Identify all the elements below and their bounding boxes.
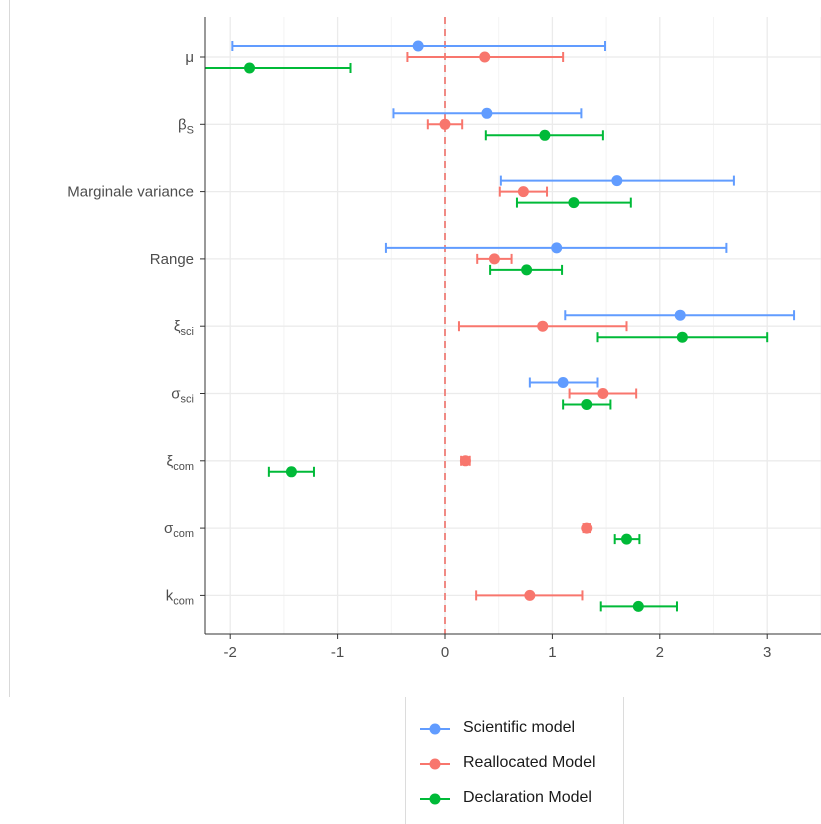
legend-label-reallocated: Reallocated Model <box>463 754 596 771</box>
point-estimate <box>439 118 451 130</box>
point-estimate <box>479 51 491 63</box>
y-tick-label: μ <box>185 49 194 66</box>
point-estimate <box>524 589 536 601</box>
estimate-mark <box>231 40 607 52</box>
x-tick-label: -2 <box>224 644 237 661</box>
point-estimate <box>539 129 551 141</box>
legend-label-scientific: Scientific model <box>463 719 576 736</box>
legend-item-declaration: Declaration Model <box>418 788 618 810</box>
y-tick-label: kcom <box>166 587 194 607</box>
point-estimate <box>581 399 593 410</box>
estimate-mark <box>498 186 549 198</box>
point-estimate <box>459 455 471 467</box>
estimate-mark <box>515 197 632 209</box>
y-tick-label: ξcom <box>167 453 195 473</box>
y-tick-label: σcom <box>164 520 194 540</box>
estimate-mark <box>599 600 678 612</box>
estimate-mark <box>484 129 604 141</box>
estimate-mark <box>459 455 471 467</box>
x-axis-labels: -2 -1 0 1 2 3 <box>224 644 772 661</box>
estimate-mark <box>564 309 796 321</box>
left-border-line <box>9 0 10 697</box>
legend-key-reallocated <box>420 758 450 770</box>
y-tick-label: Marginale variance <box>67 184 194 201</box>
point-estimate <box>581 522 593 534</box>
estimate-mark <box>392 107 583 119</box>
point-estimate <box>632 600 644 612</box>
estimate-mark <box>581 522 593 534</box>
point-estimate <box>568 197 580 209</box>
point-estimate <box>621 533 633 545</box>
estimate-mark <box>426 118 464 130</box>
estimate-mark <box>613 533 641 545</box>
estimate-mark <box>205 62 352 74</box>
x-tick-label: 3 <box>763 644 771 661</box>
point-estimate <box>517 186 529 198</box>
point-estimate <box>412 40 424 52</box>
estimate-mark <box>562 399 612 410</box>
point-estimate <box>481 107 493 119</box>
x-tick-label: -1 <box>331 644 344 661</box>
x-tick-label: 1 <box>548 644 556 661</box>
y-tick-label: βS <box>178 116 194 136</box>
legend-item-reallocated: Reallocated Model <box>418 753 618 775</box>
dot-whisker-plot: μ βS Marginale variance Range ξsci σsci ξcom σc… <box>67 17 821 661</box>
legend-key-scientific <box>420 723 450 735</box>
estimate-mark <box>267 466 315 478</box>
point-estimate <box>244 62 256 74</box>
point-estimate <box>597 388 609 399</box>
x-tick-label: 2 <box>656 644 664 661</box>
estimate-mark <box>384 242 728 254</box>
estimate-mark <box>489 264 564 276</box>
estimate-mark <box>457 320 628 332</box>
y-tick-label: ξsci <box>174 318 194 338</box>
point-estimate <box>676 331 688 343</box>
point-estimate <box>557 377 569 388</box>
point-estimate <box>674 309 686 321</box>
legend-key-declaration <box>420 793 450 805</box>
data-marks <box>205 40 796 612</box>
legend-label-declaration: Declaration Model <box>463 789 592 806</box>
point-estimate <box>285 466 297 478</box>
estimate-mark <box>475 589 584 601</box>
x-tick-label: 0 <box>441 644 449 661</box>
estimate-mark <box>476 253 513 265</box>
point-estimate <box>488 253 500 265</box>
y-axis-labels: μ βS Marginale variance Range ξsci σsci ξcom σc… <box>67 49 194 607</box>
legend: Scientific model Reallocated Model Decla… <box>405 697 624 824</box>
estimate-mark <box>568 388 638 399</box>
axes <box>200 17 821 639</box>
estimate-mark <box>406 51 565 63</box>
estimate-mark <box>596 331 769 343</box>
legend-item-scientific: Scientific model <box>418 718 618 740</box>
y-tick-label: σsci <box>171 386 194 406</box>
estimate-mark <box>499 175 735 187</box>
point-estimate <box>551 242 563 254</box>
estimate-mark <box>528 377 599 388</box>
point-estimate <box>537 320 549 332</box>
point-estimate <box>611 175 623 187</box>
point-estimate <box>521 264 533 276</box>
y-tick-label: Range <box>150 251 194 268</box>
